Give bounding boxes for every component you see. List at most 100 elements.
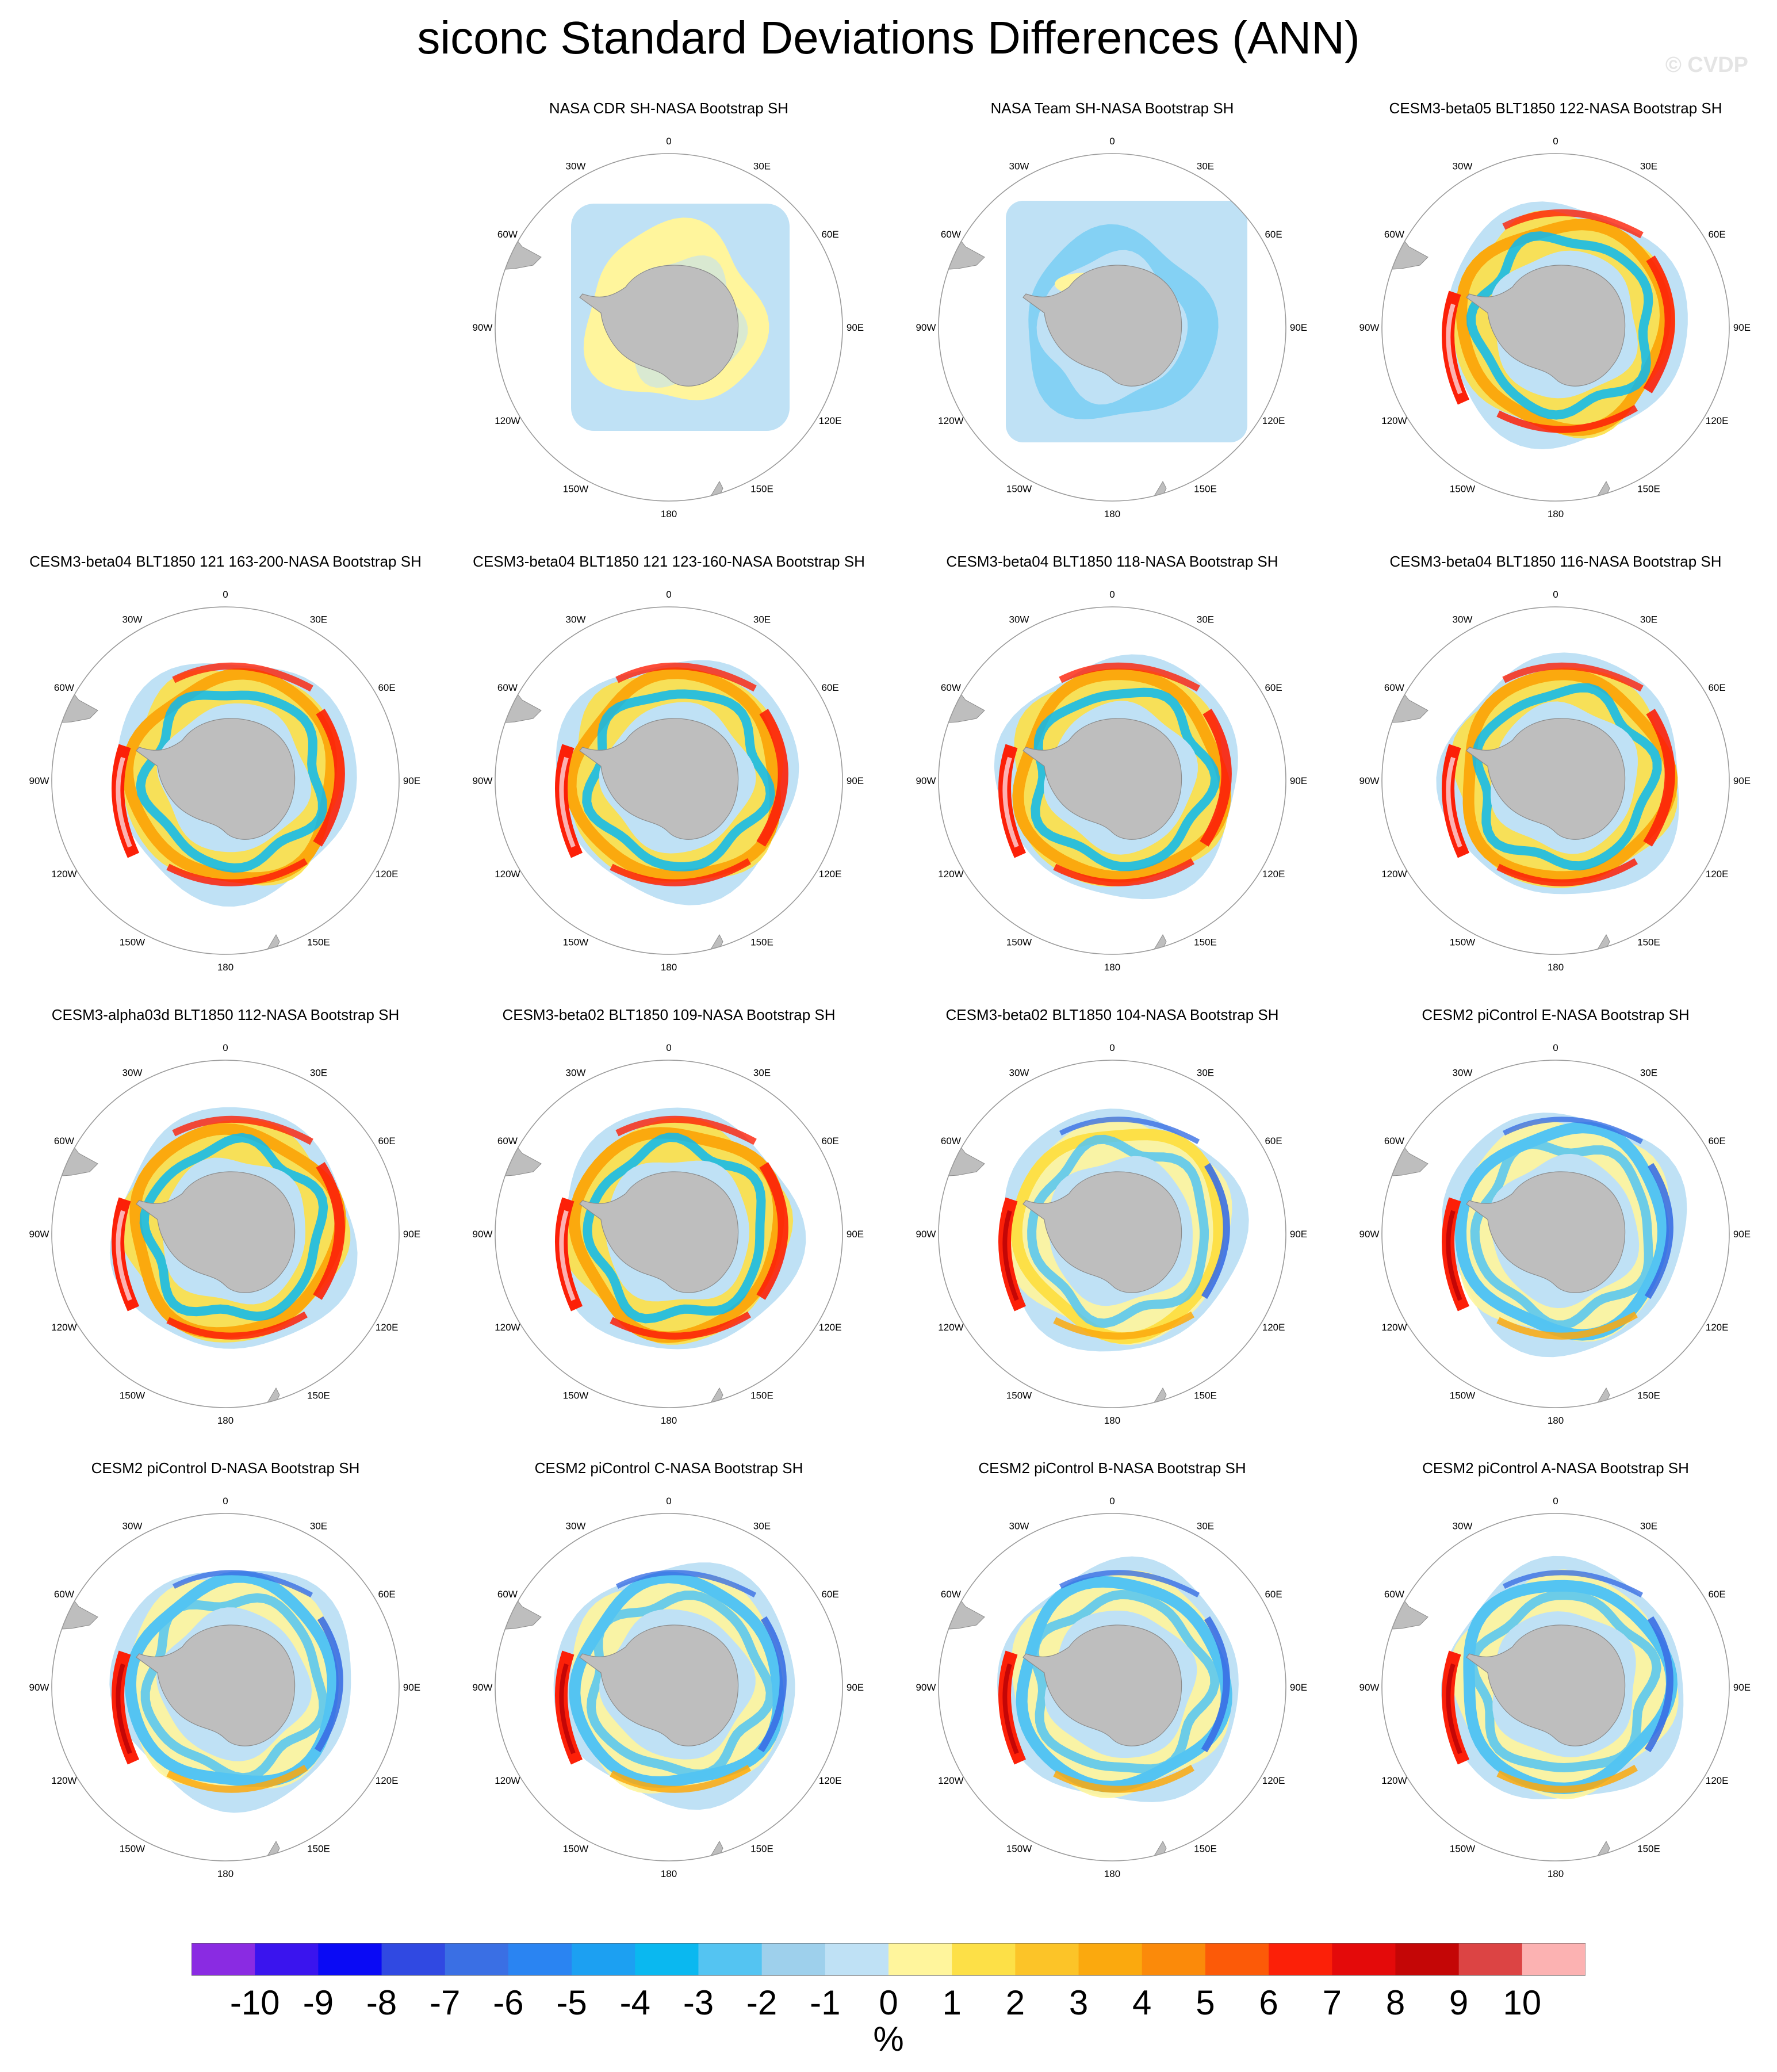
- longitude-label: 90W: [1359, 775, 1380, 786]
- polar-stereographic-map: 0 30E 60E 90E 120E 150E 180 150W 120W 90W 60W 30W: [1359, 136, 1751, 519]
- longitude-label: 120W: [51, 1322, 76, 1333]
- longitude-label: 120W: [51, 869, 76, 880]
- longitude-label: 120W: [938, 869, 963, 880]
- map-panel: CESM3-beta04 BLT1850 118-NASA Bootstrap …: [911, 552, 1313, 989]
- colorbar-swatch: [1395, 1943, 1460, 1975]
- longitude-label: 120E: [819, 415, 842, 426]
- longitude-label: 150E: [1637, 484, 1660, 495]
- map-boundary-circle: [1381, 1060, 1730, 1408]
- colorbar-swatch: [1269, 1943, 1332, 1975]
- colorbar-swatch: [825, 1943, 889, 1975]
- longitude-label: 120E: [1706, 869, 1729, 880]
- longitude-label: 120W: [1381, 1322, 1407, 1333]
- longitude-label: 30E: [1197, 614, 1214, 625]
- antarctica-landmass: [1466, 265, 1626, 387]
- longitude-label: 30W: [1453, 1067, 1473, 1078]
- map-boundary-circle: [51, 1513, 400, 1861]
- colorbar-swatch: [318, 1943, 382, 1975]
- antarctica-landmass: [136, 718, 296, 840]
- longitude-label: 150E: [1637, 1390, 1660, 1401]
- longitude-label: 90W: [29, 1682, 49, 1693]
- longitude-label: 120E: [1262, 1322, 1285, 1333]
- longitude-label: 30E: [1640, 1520, 1657, 1531]
- longitude-label: 60W: [497, 1136, 518, 1146]
- longitude-label: 60W: [941, 682, 961, 693]
- colorbar-tick-label: -8: [366, 1983, 397, 2018]
- colorbar-tick-label: 8: [1386, 1983, 1405, 2018]
- colorbar-swatch: [761, 1943, 826, 1975]
- longitude-label: 150W: [1006, 484, 1032, 495]
- longitude-label: 60W: [941, 1589, 961, 1600]
- colorbar-tick-label: 0: [879, 1983, 898, 2018]
- longitude-label: 0: [666, 1042, 671, 1053]
- longitude-label: 180: [1104, 509, 1120, 519]
- longitude-label: 60W: [1384, 682, 1404, 693]
- longitude-label: 90E: [1733, 322, 1751, 333]
- longitude-label: 30E: [1640, 614, 1657, 625]
- longitude-label: 150W: [1006, 937, 1032, 948]
- longitude-label: 60W: [497, 682, 518, 693]
- longitude-label: 60E: [821, 682, 838, 693]
- map-panel: CESM3-alpha03d BLT1850 112-NASA Bootstra…: [24, 1006, 427, 1443]
- panel-title: CESM2 piControl B-NASA Bootstrap SH: [978, 1459, 1246, 1477]
- longitude-label: 60W: [497, 1589, 518, 1600]
- longitude-label: 120W: [1381, 869, 1407, 880]
- longitude-label: 60E: [821, 229, 838, 240]
- longitude-label: 30E: [1197, 1067, 1214, 1078]
- colorbar-swatch: [888, 1943, 952, 1975]
- longitude-label: 60E: [1708, 682, 1725, 693]
- longitude-label: 60W: [54, 682, 74, 693]
- polar-stereographic-map: 0 30E 60E 90E 120E 150E 180 150W 120W 90W 60W 30W: [916, 136, 1308, 519]
- polar-stereographic-map: 0 30E 60E 90E 120E 150E 180 150W 120W 90W 60W 30W: [916, 1496, 1308, 1879]
- colorbar-swatch: [635, 1943, 699, 1975]
- panel-title: NASA Team SH-NASA Bootstrap SH: [990, 100, 1234, 117]
- longitude-label: 30W: [122, 614, 143, 625]
- colorbar-tick-label: 6: [1259, 1983, 1278, 2018]
- colorbar-frame: [192, 1943, 1585, 1976]
- longitude-label: 120E: [376, 869, 399, 880]
- longitude-label: 30W: [1009, 1520, 1029, 1531]
- map-boundary-circle: [51, 1060, 400, 1408]
- longitude-label: 90W: [473, 1229, 493, 1240]
- longitude-label: 30W: [122, 1520, 143, 1531]
- longitude-label: 180: [217, 1868, 233, 1879]
- longitude-label: 150E: [750, 1844, 773, 1855]
- polar-stereographic-map: 0 30E 60E 90E 120E 150E 180 150W 120W 90W 60W 30W: [916, 1042, 1308, 1426]
- longitude-label: 120E: [1706, 415, 1729, 426]
- longitude-label: 180: [1104, 962, 1120, 973]
- colorbar-tick-label: -1: [810, 1983, 840, 2018]
- colorbar-tick-label: 1: [943, 1983, 962, 2018]
- longitude-label: 90W: [916, 775, 936, 786]
- panel-title: CESM3-beta04 BLT1850 121 163-200-NASA Bo…: [29, 553, 422, 570]
- longitude-label: 0: [1109, 1496, 1115, 1507]
- longitude-label: 30W: [566, 1067, 586, 1078]
- longitude-label: 180: [1104, 1415, 1120, 1426]
- longitude-label: 30W: [1009, 614, 1029, 625]
- colorbar-swatch: [255, 1943, 319, 1975]
- longitude-label: 60E: [821, 1136, 838, 1146]
- longitude-label: 150E: [1194, 1390, 1217, 1401]
- map-boundary-circle: [495, 1060, 843, 1408]
- colorbar-swatch: [1332, 1943, 1396, 1975]
- antarctica-landmass: [1022, 265, 1182, 387]
- longitude-label: 90E: [847, 775, 864, 786]
- longitude-label: 120W: [495, 869, 520, 880]
- longitude-label: 150W: [563, 1390, 588, 1401]
- colorbar-tick-label: -6: [493, 1983, 523, 2018]
- longitude-label: 120W: [938, 1322, 963, 1333]
- map-boundary-circle: [938, 606, 1286, 955]
- longitude-label: 0: [1109, 136, 1115, 147]
- longitude-label: 60E: [1265, 1136, 1282, 1146]
- longitude-label: 0: [1553, 1496, 1558, 1507]
- longitude-label: 120E: [1262, 1775, 1285, 1786]
- panel-title: CESM3-beta04 BLT1850 121 123-160-NASA Bo…: [473, 553, 865, 570]
- longitude-label: 120E: [1706, 1775, 1729, 1786]
- longitude-label: 30W: [1453, 614, 1473, 625]
- longitude-label: 30W: [566, 1520, 586, 1531]
- longitude-label: 60E: [1265, 1589, 1282, 1600]
- longitude-label: 120W: [51, 1775, 76, 1786]
- longitude-label: 90E: [1290, 322, 1307, 333]
- colorbar-units: %: [873, 2020, 904, 2058]
- longitude-label: 120W: [1381, 1775, 1407, 1786]
- colorbar-swatch: [445, 1943, 509, 1975]
